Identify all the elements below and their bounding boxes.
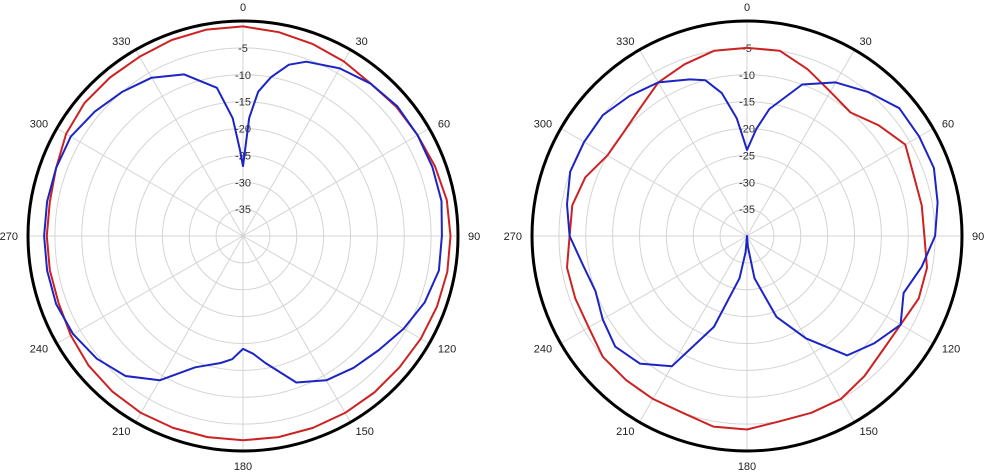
radial-tick-label: -15 <box>739 97 755 109</box>
angle-tick-label: 180 <box>234 461 252 473</box>
trace-series-2 <box>43 60 443 384</box>
grid-spoke <box>56 128 244 237</box>
grid-spoke <box>242 235 351 423</box>
grid-spoke <box>242 49 351 237</box>
grid-spoke <box>135 235 244 423</box>
radial-tick-label: -35 <box>235 204 251 216</box>
angle-tick-label: 0 <box>240 2 246 14</box>
radial-tick-label: -15 <box>235 97 251 109</box>
radial-tick-label: -25 <box>235 150 251 162</box>
angle-tick-label: 270 <box>504 231 522 243</box>
grid-spoke <box>746 49 855 237</box>
radial-tick-label: -20 <box>739 124 755 136</box>
angle-tick-label: 150 <box>356 426 374 438</box>
trace-series-2 <box>566 78 939 368</box>
angle-tick-label: 240 <box>534 344 552 356</box>
radial-tick-label: -5 <box>238 43 248 55</box>
grid-spoke <box>746 128 934 237</box>
outer-boundary-ring <box>530 19 964 453</box>
grid-spoke <box>135 49 244 237</box>
angle-tick-label: 30 <box>356 36 368 48</box>
radial-tick-label: -30 <box>739 177 755 189</box>
angle-tick-label: 90 <box>972 231 984 243</box>
polar-chart-1: -5-10-15-20-25-30-3503060901201501802102… <box>0 2 480 473</box>
angle-tick-label: 120 <box>942 344 960 356</box>
grid-spoke <box>242 128 430 237</box>
angle-tick-label: 210 <box>112 426 130 438</box>
angle-tick-label: 300 <box>534 119 552 131</box>
angle-tick-label: 120 <box>438 344 456 356</box>
polar-chart-2: -5-10-15-20-25-30-3503060901201501802102… <box>504 2 984 473</box>
radial-tick-label: -10 <box>739 70 755 82</box>
grid-spoke <box>639 235 748 423</box>
outer-boundary-ring <box>26 19 460 453</box>
grid-spoke <box>560 235 748 344</box>
grid-spoke <box>560 128 748 237</box>
angle-tick-label: 90 <box>468 231 480 243</box>
angle-tick-label: 60 <box>438 119 450 131</box>
angle-tick-label: 240 <box>30 344 48 356</box>
radial-tick-label: -25 <box>739 150 755 162</box>
angle-tick-label: 150 <box>860 426 878 438</box>
radial-tick-label: -30 <box>235 177 251 189</box>
trace-series-1 <box>45 25 452 442</box>
angle-tick-label: 330 <box>112 36 130 48</box>
angle-tick-label: 270 <box>0 231 18 243</box>
radial-tick-label: -10 <box>235 70 251 82</box>
angle-tick-label: 0 <box>744 2 750 14</box>
angle-tick-label: 330 <box>616 36 634 48</box>
angle-tick-label: 300 <box>30 119 48 131</box>
grid-spoke <box>746 235 934 344</box>
grid-spoke <box>56 235 244 344</box>
grid-spoke <box>639 49 748 237</box>
trace-series-1 <box>566 46 928 431</box>
grid-spoke <box>242 235 430 344</box>
radial-tick-label: -35 <box>739 204 755 216</box>
angle-tick-label: 180 <box>738 461 756 473</box>
angle-tick-label: 210 <box>616 426 634 438</box>
angle-tick-label: 30 <box>860 36 872 48</box>
grid-spoke <box>746 235 855 423</box>
angle-tick-label: 60 <box>942 119 954 131</box>
